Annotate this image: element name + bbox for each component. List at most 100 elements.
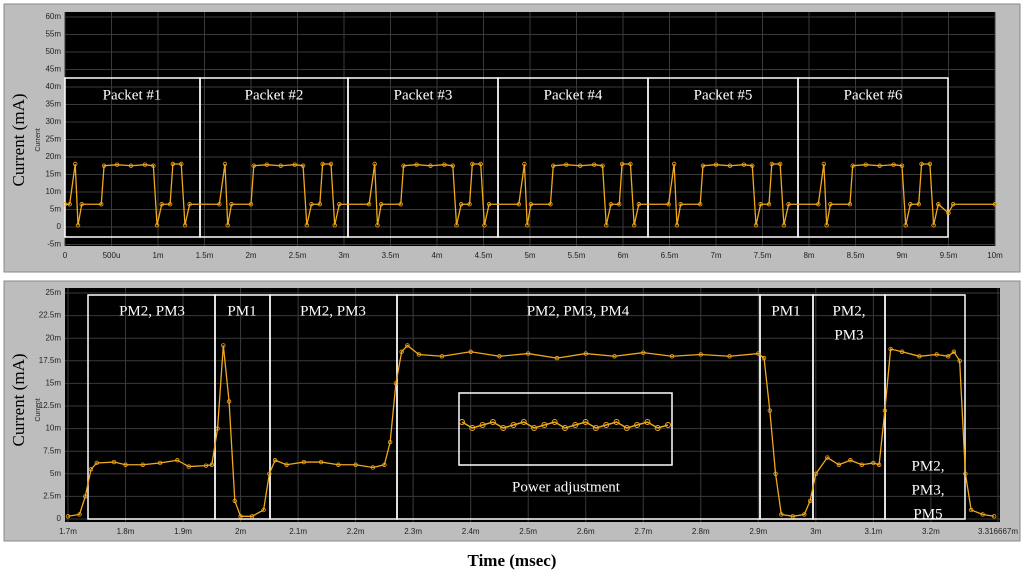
- y-inner-label: Current: [35, 128, 42, 151]
- current-line: [65, 163, 995, 226]
- inset-point: [582, 419, 589, 425]
- data-point: [159, 202, 164, 207]
- plot-area: [65, 288, 1000, 522]
- data-point: [142, 162, 148, 167]
- region-label: PM2, PM3: [119, 303, 185, 319]
- data-point: [62, 202, 68, 207]
- data-point: [186, 464, 192, 469]
- region-label: PM1: [227, 303, 256, 319]
- data-point: [899, 163, 905, 168]
- data-point: [758, 202, 763, 207]
- data-point: [876, 462, 882, 467]
- data-point: [564, 162, 569, 167]
- data-point: [67, 202, 72, 207]
- data-point: [284, 462, 289, 467]
- data-point: [631, 223, 637, 228]
- y-inner-label: Current: [35, 398, 42, 421]
- data-point: [393, 381, 399, 386]
- data-point: [916, 202, 921, 207]
- data-point: [111, 459, 117, 465]
- x-tick-label: 3.1m: [864, 527, 882, 536]
- data-point: [908, 202, 913, 207]
- data-point: [727, 163, 733, 168]
- data-point: [578, 163, 583, 168]
- data-point: [114, 162, 120, 167]
- data-point: [859, 462, 865, 467]
- data-point: [619, 161, 625, 167]
- y-tick-label: 25m: [45, 288, 61, 297]
- inset-trace: [461, 421, 669, 429]
- data-point: [209, 462, 215, 467]
- data-point: [641, 350, 646, 355]
- inset-point: [592, 425, 599, 431]
- x-tick-label: 2.5m: [519, 527, 537, 536]
- data-point: [600, 163, 605, 168]
- inset-point: [623, 425, 630, 431]
- data-point: [264, 162, 270, 167]
- data-point: [669, 354, 675, 359]
- data-point: [871, 460, 876, 466]
- region-label: Packet #2: [245, 87, 304, 103]
- data-point: [225, 223, 230, 228]
- data-point: [863, 162, 868, 167]
- inset-point: [531, 425, 538, 431]
- x-tick-label: 2.1m: [289, 527, 307, 536]
- data-point: [249, 514, 255, 519]
- data-point: [674, 223, 680, 228]
- y-tick-label: 10m: [45, 424, 61, 433]
- data-point: [777, 161, 783, 167]
- data-point: [666, 202, 671, 207]
- data-point: [891, 162, 896, 167]
- data-point: [968, 507, 974, 513]
- data-point: [756, 351, 761, 356]
- x-tick-label: 2.9m: [749, 527, 767, 536]
- data-point: [79, 202, 84, 207]
- data-point: [226, 399, 232, 404]
- inset-point: [500, 425, 507, 431]
- data-point: [761, 355, 767, 361]
- data-point: [337, 202, 342, 207]
- x-tick-label: 8.5m: [847, 251, 865, 260]
- x-tick-label: 3m: [810, 527, 821, 536]
- inset-point: [510, 422, 517, 428]
- x-tick-label: 500u: [103, 251, 121, 260]
- data-point: [727, 354, 732, 359]
- region-label: Packet #3: [394, 87, 453, 103]
- region-label: Power adjustment: [512, 479, 621, 495]
- data-point: [802, 512, 807, 517]
- data-point: [278, 163, 283, 168]
- data-point: [821, 161, 827, 167]
- data-point: [439, 354, 445, 359]
- data-point: [697, 202, 703, 207]
- data-point: [203, 463, 209, 468]
- data-point: [903, 223, 908, 228]
- data-point: [766, 202, 772, 207]
- data-point: [700, 163, 706, 168]
- data-point: [781, 223, 787, 228]
- x-tick-label: 7m: [710, 251, 721, 260]
- data-point: [526, 351, 531, 356]
- y-tick-label: 0: [57, 222, 62, 231]
- region-label: PM2, PM3, PM4: [527, 303, 630, 319]
- data-point: [713, 162, 719, 167]
- x-tick-label: 4.5m: [475, 251, 493, 260]
- data-point: [877, 163, 882, 168]
- data-point: [470, 161, 475, 167]
- data-point: [591, 162, 597, 167]
- data-point: [478, 161, 483, 167]
- data-point: [99, 202, 104, 207]
- data-point: [232, 498, 238, 504]
- data-point: [328, 161, 334, 167]
- data-point: [128, 163, 134, 168]
- data-point: [75, 223, 81, 228]
- data-point: [617, 202, 622, 207]
- y-tick-label: 5m: [50, 469, 61, 478]
- region-box: [797, 77, 949, 238]
- data-point: [516, 202, 522, 207]
- inset-point: [469, 425, 476, 431]
- inset-point: [520, 419, 527, 425]
- data-point: [101, 163, 107, 168]
- data-point: [229, 202, 234, 207]
- x-tick-label: 7.5m: [754, 251, 772, 260]
- data-point: [248, 202, 254, 207]
